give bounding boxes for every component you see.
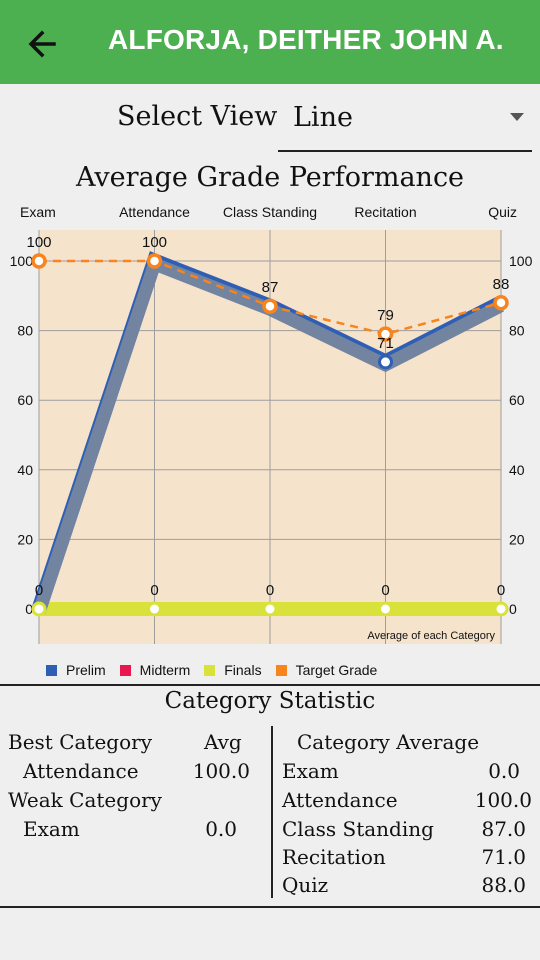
- avg-name-recitation: Recitation: [282, 845, 386, 869]
- point-finals-exam: [31, 601, 47, 617]
- y-tick-left-20: 20: [17, 531, 33, 547]
- y-tick-left-60: 60: [17, 392, 33, 408]
- y-tick-left-80: 80: [17, 323, 33, 339]
- view-select-value: Line: [293, 102, 353, 133]
- value-label-bottom-exam: 0: [35, 582, 43, 599]
- category-label-attendance: Attendance: [119, 204, 190, 220]
- y-tick-left-100: 100: [10, 253, 34, 269]
- y-tick-right-80: 80: [509, 323, 525, 339]
- y-tick-right-60: 60: [509, 392, 525, 408]
- stats-column-divider: [271, 726, 273, 898]
- value-label-bottom-class-standing: 0: [266, 582, 274, 599]
- point-prelim-recitation: [378, 354, 393, 370]
- category-average-title: Category Average: [297, 730, 480, 754]
- value-label-top-exam: 100: [26, 234, 51, 251]
- weak-category-value: 0.0: [205, 817, 237, 841]
- weak-category-name: Exam: [23, 817, 80, 841]
- avg-name-class-standing: Class Standing: [282, 817, 434, 841]
- avg-value-attendance: 100.0: [474, 788, 532, 812]
- value-label-bottom-recitation: 0: [381, 582, 389, 599]
- view-select[interactable]: Line: [278, 96, 532, 152]
- legend-swatch-target: [275, 664, 287, 676]
- point-target-class-standing: [262, 298, 278, 314]
- legend-item-target: Target Grade: [275, 662, 378, 678]
- avg-value-class-standing: 87.0: [481, 817, 526, 841]
- y-tick-left-40: 40: [17, 462, 33, 478]
- arrow-back-icon: [28, 30, 56, 58]
- point-finals-recitation: [378, 601, 393, 617]
- point-finals-attendance: [147, 601, 162, 617]
- avg-name-exam: Exam: [282, 759, 339, 783]
- legend-label-target: Target Grade: [295, 662, 378, 678]
- category-label-recitation: Recitation: [354, 204, 416, 220]
- avg-value-quiz: 88.0: [481, 873, 526, 897]
- value-label-top-class-standing: 87: [262, 279, 279, 296]
- legend-item-midterm: Midterm: [119, 662, 191, 678]
- value-label-top-recitation: 79: [377, 307, 394, 324]
- value-label-prelim-recitation: 71: [377, 335, 394, 352]
- divider-bottom: [0, 906, 540, 908]
- point-target-attendance: [146, 253, 163, 269]
- chart-legend: Prelim Midterm Finals Target Grade: [46, 661, 391, 679]
- avg-label: Avg: [204, 730, 242, 754]
- legend-item-finals: Finals: [204, 662, 262, 678]
- value-label-top-quiz: 88: [493, 276, 510, 293]
- point-finals-class-standing: [262, 601, 278, 617]
- app-bar: ALFORJA, DEITHER JOHN A.: [0, 0, 540, 84]
- y-tick-right-40: 40: [509, 462, 525, 478]
- point-target-recitation: [377, 326, 394, 342]
- category-label-class-standing: Class Standing: [223, 204, 317, 220]
- chart-annotation: Average of each Category: [367, 630, 495, 642]
- avg-name-quiz: Quiz: [282, 873, 329, 897]
- legend-item-prelim: Prelim: [46, 662, 106, 678]
- legend-swatch-finals: [204, 664, 216, 676]
- y-tick-right-20: 20: [509, 531, 525, 547]
- dropdown-arrow-icon: [510, 113, 524, 121]
- legend-label-prelim: Prelim: [66, 662, 106, 678]
- legend-swatch-midterm: [119, 664, 131, 676]
- select-view-label: Select View: [117, 101, 278, 132]
- point-target-quiz: [493, 295, 509, 311]
- best-category-name: Attendance: [23, 759, 139, 783]
- weak-category-label: Weak Category: [8, 788, 162, 812]
- legend-label-finals: Finals: [224, 662, 262, 678]
- category-label-exam: Exam: [20, 204, 56, 220]
- y-tick-right-0: 0: [509, 601, 517, 617]
- point-finals-quiz: [493, 601, 509, 617]
- avg-value-exam: 0.0: [488, 759, 520, 783]
- back-button[interactable]: [22, 24, 62, 64]
- divider-top: [0, 684, 540, 686]
- avg-name-attendance: Attendance: [282, 788, 398, 812]
- best-category-label: Best Category: [8, 730, 152, 754]
- value-label-bottom-attendance: 0: [150, 582, 158, 599]
- avg-value-recitation: 71.0: [481, 845, 526, 869]
- best-category-value: 100.0: [192, 759, 250, 783]
- value-label-top-attendance: 100: [142, 234, 167, 251]
- stats-title: Category Statistic: [164, 688, 376, 714]
- value-label-bottom-quiz: 0: [497, 582, 505, 599]
- legend-swatch-prelim: [46, 664, 57, 676]
- page-title: ALFORJA, DEITHER JOHN A.: [108, 24, 504, 55]
- chart-title: Average Grade Performance: [75, 162, 465, 193]
- category-label-quiz: Quiz: [488, 204, 517, 220]
- y-tick-left-0: 0: [25, 601, 33, 617]
- legend-label-midterm: Midterm: [139, 662, 191, 678]
- y-tick-right-100: 100: [509, 253, 533, 269]
- point-target-exam: [31, 253, 47, 269]
